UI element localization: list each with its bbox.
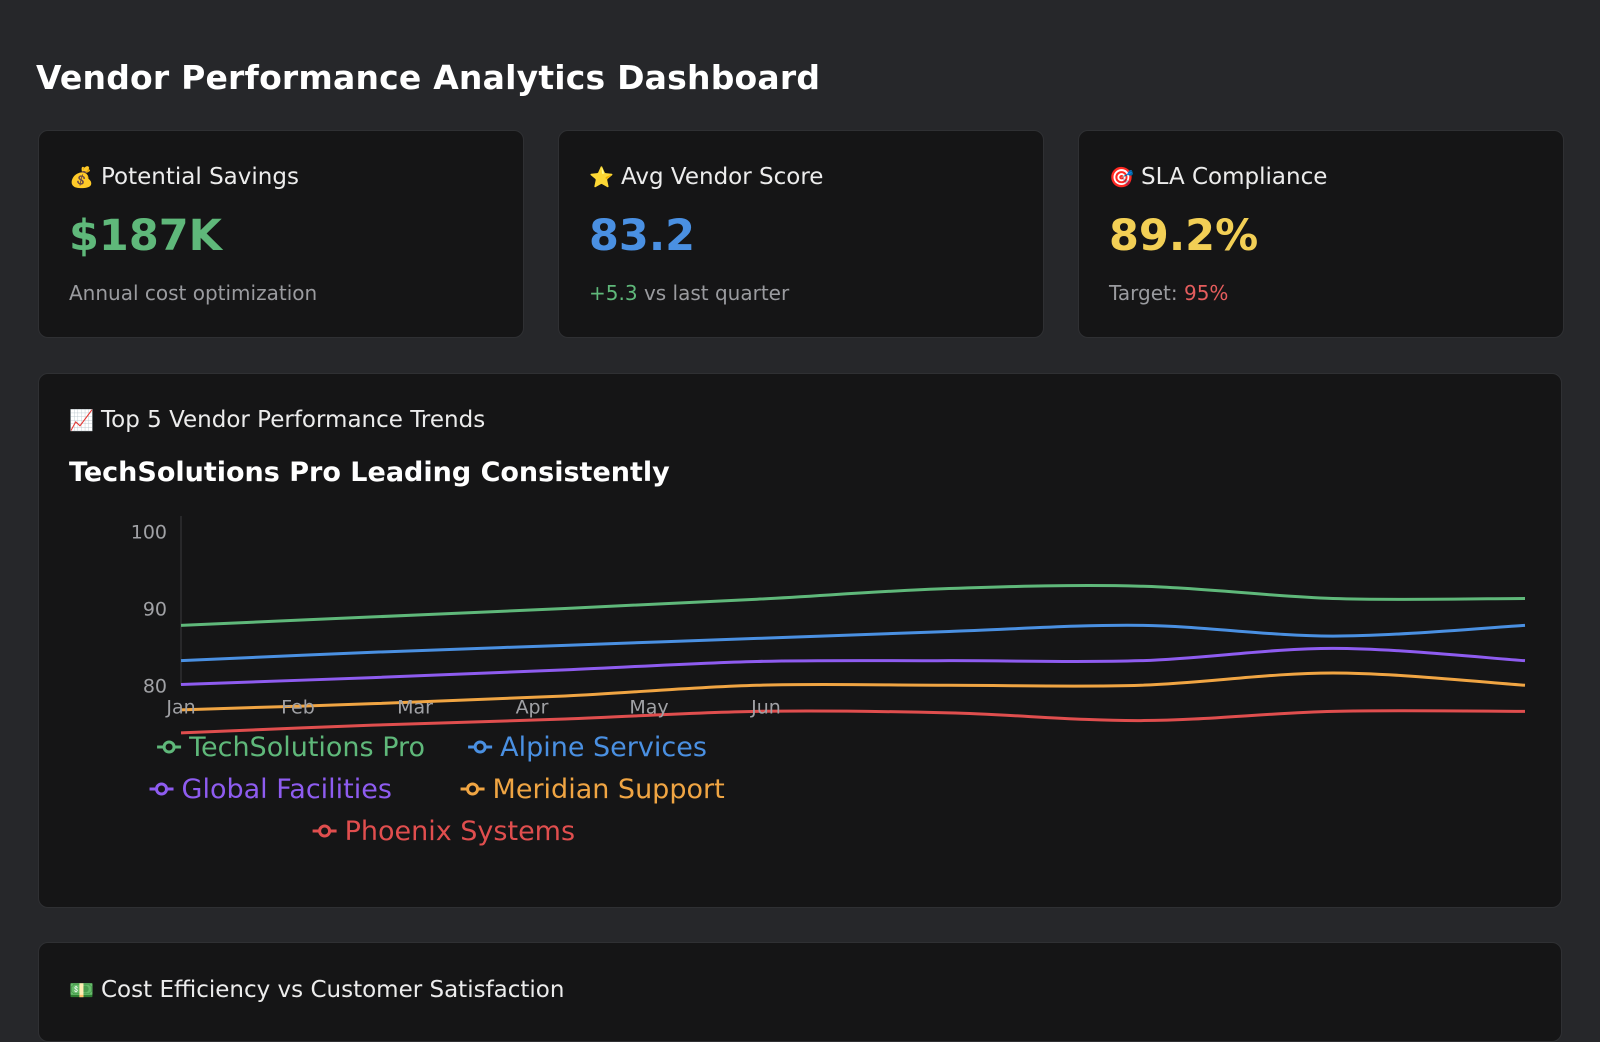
x-tick-label: Jan [165, 696, 195, 718]
legend-label: TechSolutions Pro [188, 732, 425, 763]
kpi-card-sla-compliance: 🎯 SLA Compliance 89.2% Target: 95% [1078, 130, 1564, 338]
section-title-label: Top 5 Vendor Performance Trends [101, 407, 486, 433]
kpi-subtitle: Annual cost optimization [69, 281, 318, 305]
x-tick-label: Feb [281, 696, 315, 718]
kpi-subtitle: +5.3 vs last quarter [589, 281, 789, 305]
series-line-alpine-services [180, 623, 1526, 663]
cost-efficiency-card: 💵 Cost Efficiency vs Customer Satisfacti… [38, 942, 1562, 1042]
legend-label: Global Facilities [182, 774, 392, 805]
legend-marker-icon [466, 782, 480, 796]
kpi-card-avg-vendor-score: ⭐ Avg Vendor Score 83.2 +5.3 vs last qua… [558, 130, 1044, 338]
legend-label: Meridian Support [493, 774, 725, 805]
x-tick-label: Mar [397, 696, 433, 718]
kpi-title: 💰 Potential Savings [69, 164, 299, 190]
kpi-card-potential-savings: 💰 Potential Savings $187K Annual cost op… [38, 130, 524, 338]
chart-subtitle: TechSolutions Pro Leading Consistently [69, 457, 670, 488]
chart-increasing-icon: 📈 [69, 408, 94, 432]
kpi-title: ⭐ Avg Vendor Score [589, 164, 823, 190]
kpi-title-label: Potential Savings [101, 164, 299, 190]
kpi-subtitle: Target: 95% [1109, 281, 1228, 305]
series-line-techsolutions-pro [180, 584, 1526, 627]
series-line-meridian-support [180, 671, 1526, 712]
section-title-label: Cost Efficiency vs Customer Satisfaction [101, 977, 565, 1003]
vendor-trends-card: 📈 Top 5 Vendor Performance Trends TechSo… [38, 373, 1562, 908]
y-tick-label: 100 [131, 522, 167, 544]
kpi-target-label: Target: [1109, 281, 1178, 305]
legend-marker-icon [318, 824, 332, 838]
legend-label: Alpine Services [500, 732, 707, 763]
x-tick-label: Jun [750, 696, 781, 718]
dollar-banknote-icon: 💵 [69, 978, 94, 1002]
kpi-delta: +5.3 [589, 281, 638, 305]
series-line-global-facilities [180, 646, 1526, 686]
kpi-delta-label: vs last quarter [643, 281, 790, 305]
vendor-trend-chart: 80 90 100 Jan Feb Mar Apr May Jun TechSolutions P… [131, 516, 1526, 847]
kpi-value: 89.2% [1109, 211, 1259, 261]
y-tick-label: 90 [143, 598, 167, 620]
section-title: 📈 Top 5 Vendor Performance Trends [69, 407, 485, 433]
money-bag-icon: 💰 [69, 165, 94, 189]
x-tick-label: Apr [516, 696, 549, 718]
legend-label: Phoenix Systems [345, 816, 575, 847]
kpi-title-label: SLA Compliance [1141, 164, 1328, 190]
kpi-title: 🎯 SLA Compliance [1109, 164, 1327, 190]
series-line-phoenix-systems [180, 709, 1526, 735]
target-icon: 🎯 [1109, 165, 1134, 189]
page-title: Vendor Performance Analytics Dashboard [36, 58, 821, 97]
kpi-value: $187K [69, 211, 222, 261]
star-icon: ⭐ [589, 165, 614, 189]
section-title: 💵 Cost Efficiency vs Customer Satisfacti… [69, 977, 564, 1003]
legend-marker-icon [162, 740, 176, 754]
y-tick-label: 80 [143, 675, 167, 697]
legend-marker-icon [473, 740, 487, 754]
kpi-target-value: 95% [1183, 281, 1229, 305]
kpi-value: 83.2 [589, 211, 696, 261]
legend-marker-icon [155, 782, 169, 796]
kpi-title-label: Avg Vendor Score [621, 164, 824, 190]
x-tick-label: May [629, 696, 668, 718]
